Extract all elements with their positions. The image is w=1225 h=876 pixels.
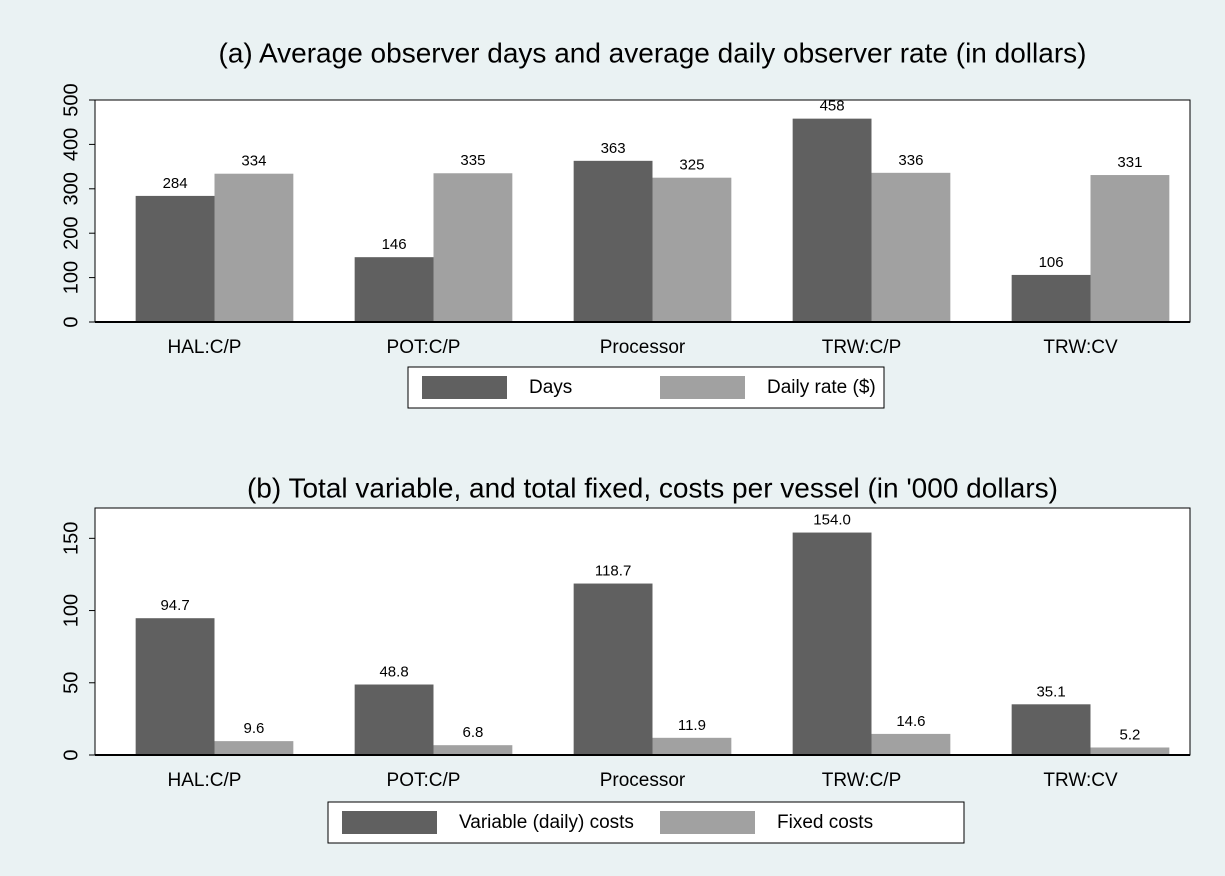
value-label: 14.6 — [896, 713, 925, 730]
legend-label: Fixed costs — [777, 812, 873, 833]
value-label: 106 — [1039, 254, 1064, 271]
bar — [1090, 175, 1170, 322]
x-tick-label: Processor — [600, 337, 686, 358]
chart-title: (a) Average observer days and average da… — [219, 37, 1087, 68]
bar — [573, 160, 653, 322]
value-label: 154.0 — [813, 512, 851, 529]
x-tick-label: POT:C/P — [387, 770, 461, 791]
legend-swatch — [342, 811, 437, 834]
value-label: 331 — [1117, 154, 1142, 171]
legend-label: Variable (daily) costs — [459, 812, 634, 833]
legend-swatch — [660, 376, 745, 399]
bar — [135, 195, 215, 322]
y-tick-label: 50 — [60, 672, 82, 694]
y-tick-label: 400 — [60, 128, 82, 161]
bar — [871, 172, 951, 322]
value-label: 284 — [163, 175, 188, 192]
x-tick-label: Processor — [600, 770, 686, 791]
bar — [433, 745, 513, 755]
y-tick-label: 500 — [60, 83, 82, 116]
value-label: 94.7 — [160, 597, 189, 614]
bar — [573, 583, 653, 755]
bar — [214, 173, 294, 322]
bar — [792, 532, 872, 755]
bar — [354, 257, 434, 322]
value-label: 6.8 — [462, 724, 483, 741]
bar — [652, 737, 732, 755]
y-tick-label: 0 — [60, 316, 82, 327]
value-label: 363 — [601, 140, 626, 157]
value-label: 458 — [820, 98, 845, 115]
value-label: 5.2 — [1119, 726, 1140, 743]
y-tick-label: 100 — [60, 594, 82, 627]
bar — [433, 173, 513, 322]
chart-title: (b) Total variable, and total fixed, cos… — [247, 472, 1058, 503]
bar — [871, 733, 951, 755]
bar — [1011, 704, 1091, 755]
x-tick-label: TRW:CV — [1043, 770, 1118, 791]
x-tick-label: POT:C/P — [387, 337, 461, 358]
bar — [1090, 747, 1170, 755]
legend-swatch — [422, 376, 507, 399]
x-tick-label: HAL:C/P — [168, 770, 242, 791]
x-tick-label: TRW:CV — [1043, 337, 1118, 358]
legend-label: Days — [529, 377, 572, 398]
x-tick-label: HAL:C/P — [168, 337, 242, 358]
value-label: 336 — [898, 152, 923, 169]
bar — [214, 741, 294, 755]
y-tick-label: 150 — [60, 522, 82, 555]
bar — [354, 684, 434, 755]
value-label: 334 — [241, 153, 266, 170]
legend-swatch — [660, 811, 755, 834]
y-tick-label: 300 — [60, 172, 82, 205]
x-tick-label: TRW:C/P — [822, 770, 902, 791]
value-label: 11.9 — [678, 717, 706, 734]
value-label: 48.8 — [379, 663, 408, 680]
value-label: 335 — [460, 152, 485, 169]
value-label: 35.1 — [1036, 683, 1065, 700]
value-label: 325 — [679, 157, 704, 174]
bar — [652, 177, 732, 322]
bar — [135, 618, 215, 755]
y-tick-label: 200 — [60, 217, 82, 250]
bar — [1011, 274, 1091, 322]
y-tick-label: 100 — [60, 261, 82, 294]
bar — [792, 118, 872, 322]
legend-label: Daily rate ($) — [767, 377, 876, 398]
value-label: 118.7 — [595, 563, 631, 580]
value-label: 146 — [382, 236, 407, 253]
y-tick-label: 0 — [60, 749, 82, 760]
x-tick-label: TRW:C/P — [822, 337, 902, 358]
value-label: 9.6 — [243, 720, 264, 737]
